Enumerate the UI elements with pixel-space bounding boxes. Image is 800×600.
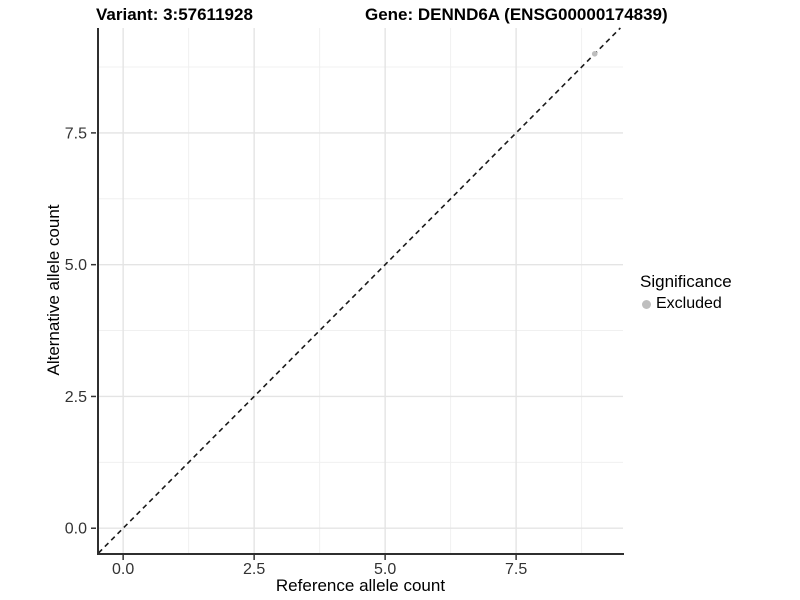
legend-title: Significance [640,272,732,291]
y-tick-label: 2.5 [65,389,87,406]
excluded-point-icon [642,299,651,309]
x-tick-label: 7.5 [505,561,527,578]
x-tick-label: 2.5 [243,561,265,578]
y-tick-label: 5.0 [65,257,87,274]
legend: Significance Excluded [640,272,732,313]
y-tick-label: 0.0 [65,521,87,538]
x-tick-label: 0.0 [112,561,134,578]
legend-item-label: Excluded [656,295,722,312]
x-axis-title: Reference allele count [275,576,446,595]
y-tick-label: 7.5 [65,125,87,142]
gene-title: Gene: DENND6A (ENSG00000174839) [365,5,668,24]
x-tick-label: 5.0 [374,561,396,578]
identity-dashed-line [97,27,621,554]
y-axis-title: Alternative allele count [44,204,63,376]
variant-title: Variant: 3:57611928 [96,5,253,24]
legend-item-excluded: Excluded [640,295,732,313]
data-point [591,51,598,57]
